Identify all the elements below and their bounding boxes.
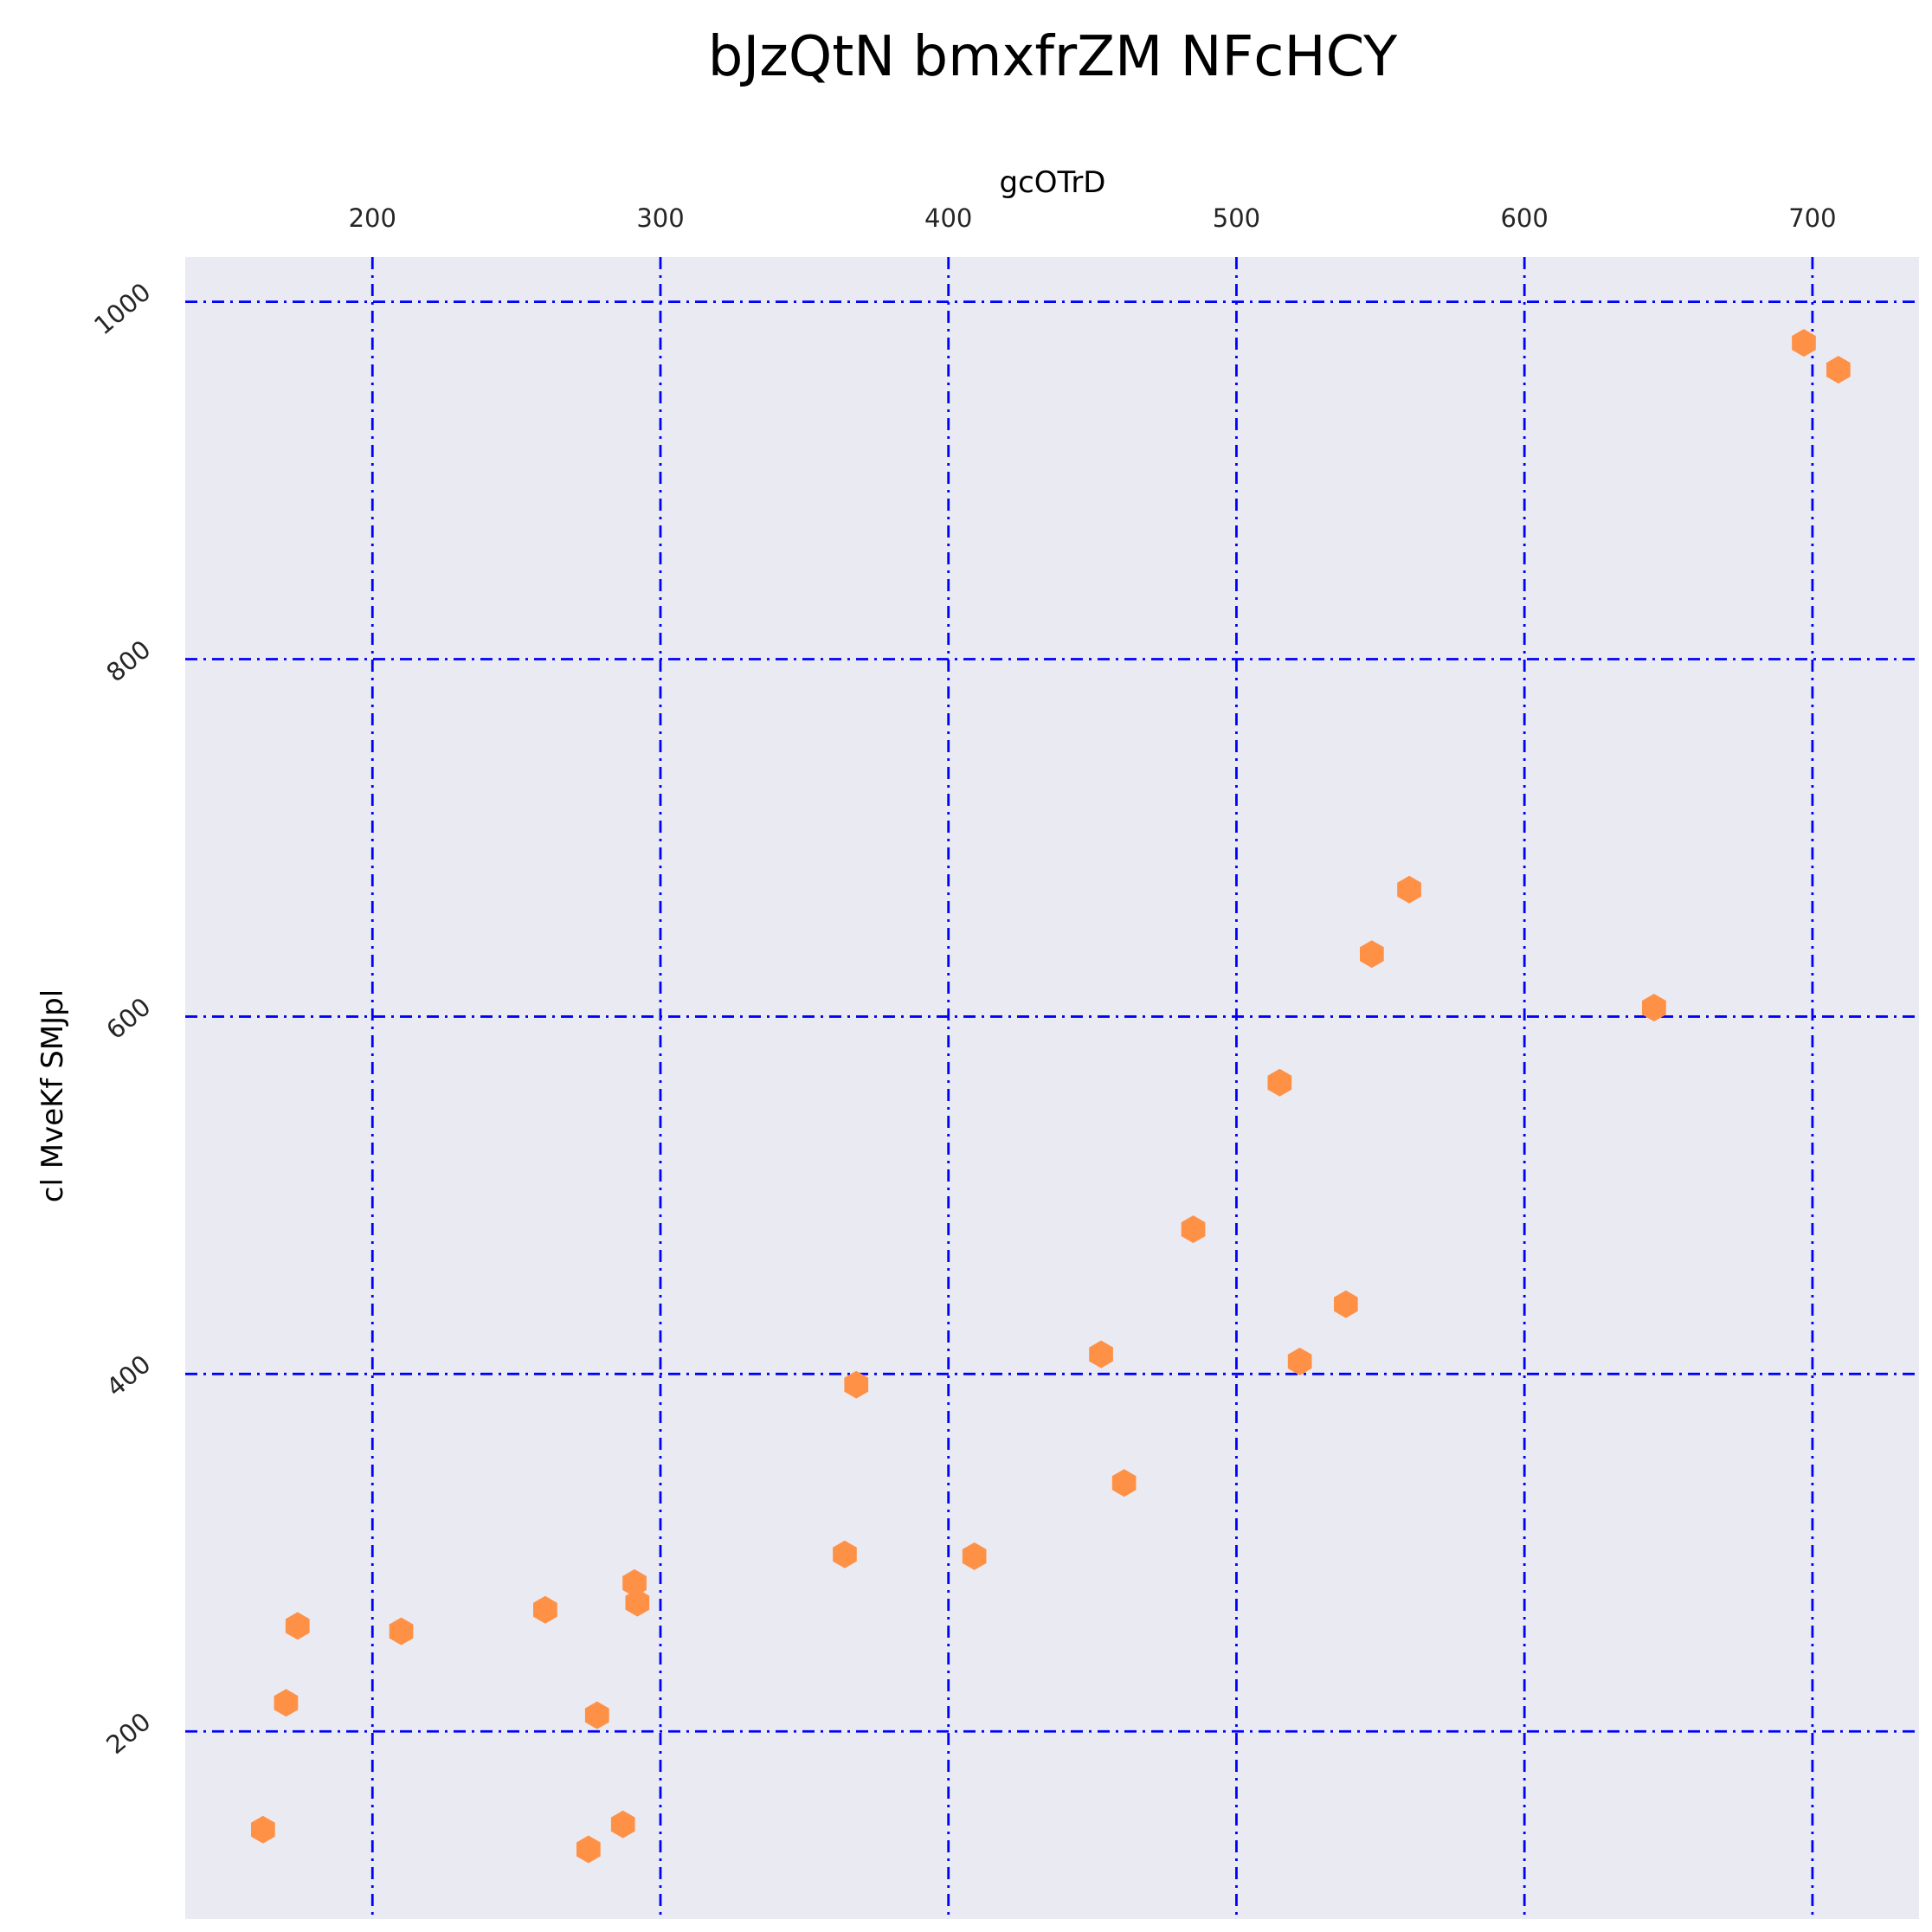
data-point [1397, 875, 1421, 904]
data-point [584, 1701, 609, 1729]
y-axis-label: cl MveKf SMJpl [35, 989, 70, 1202]
grid-layer [185, 257, 1919, 1919]
tick-label-layer: 200 300 400 500 600 700 200 400 600 800 1000 [88, 203, 1836, 1760]
data-point [389, 1617, 414, 1645]
y-tick-label: 600 [100, 992, 156, 1046]
y-tick-label: 800 [100, 634, 156, 688]
data-point [1089, 1340, 1113, 1368]
data-point [1826, 356, 1851, 384]
data-point [625, 1588, 650, 1617]
chart-title: bJzQtN bmxfrZM NFcHCY [708, 25, 1398, 89]
x-tick-label: 600 [1500, 203, 1548, 233]
data-point [1287, 1347, 1312, 1375]
data-point [1792, 329, 1816, 357]
x-tick-label: 400 [924, 203, 972, 233]
x-tick-label: 500 [1213, 203, 1260, 233]
plot-area [185, 257, 1919, 1919]
data-point [622, 1568, 647, 1597]
x-tick-label: 300 [636, 203, 684, 233]
x-axis-label: gcOTrD [1000, 165, 1106, 200]
data-point [1181, 1215, 1206, 1244]
data-point [844, 1370, 869, 1399]
point-layer [251, 329, 1851, 1864]
data-point [251, 1815, 275, 1844]
data-point [833, 1540, 857, 1568]
data-point [1334, 1290, 1358, 1318]
y-tick-label: 200 [100, 1707, 156, 1761]
x-tick-label: 200 [349, 203, 396, 233]
data-point [533, 1595, 557, 1624]
data-point [576, 1835, 601, 1864]
data-point [962, 1542, 987, 1570]
y-tick-label: 1000 [88, 277, 156, 340]
data-point [1267, 1068, 1292, 1097]
y-tick-label: 400 [100, 1349, 156, 1403]
data-point [610, 1810, 635, 1839]
x-tick-label: 700 [1788, 203, 1836, 233]
data-point [1111, 1469, 1137, 1497]
data-point [1642, 994, 1666, 1022]
data-point [1360, 940, 1384, 969]
data-point [274, 1689, 299, 1717]
data-point [285, 1612, 310, 1640]
